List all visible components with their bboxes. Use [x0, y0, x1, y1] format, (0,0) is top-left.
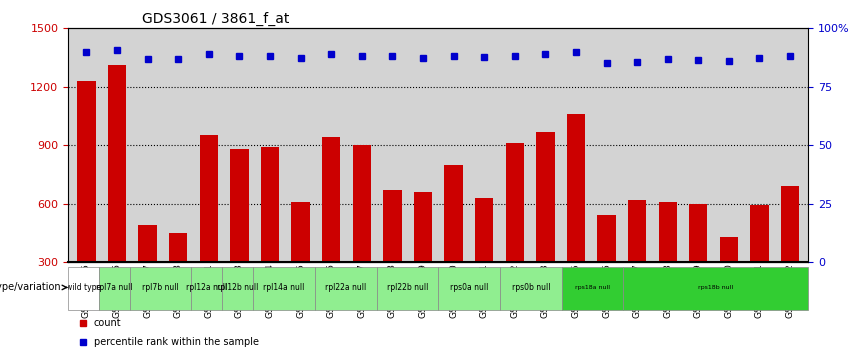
- FancyBboxPatch shape: [438, 267, 500, 310]
- FancyBboxPatch shape: [623, 267, 808, 310]
- FancyBboxPatch shape: [376, 267, 438, 310]
- Bar: [200, 135, 218, 320]
- Text: rpl14a null: rpl14a null: [263, 283, 305, 292]
- Bar: [383, 190, 402, 320]
- Text: rps18b null: rps18b null: [699, 285, 734, 290]
- Bar: [505, 143, 524, 320]
- Bar: [231, 149, 248, 320]
- FancyBboxPatch shape: [562, 267, 623, 310]
- Text: rpl22b null: rpl22b null: [386, 283, 428, 292]
- Bar: [597, 215, 616, 320]
- Text: count: count: [94, 318, 122, 328]
- Bar: [751, 205, 768, 320]
- Text: rps0a null: rps0a null: [450, 283, 488, 292]
- Text: wild type: wild type: [66, 283, 101, 292]
- FancyBboxPatch shape: [253, 267, 315, 310]
- Bar: [322, 137, 340, 320]
- Bar: [260, 147, 279, 320]
- Bar: [781, 186, 799, 320]
- Text: rpl7b null: rpl7b null: [142, 283, 179, 292]
- Bar: [720, 236, 738, 320]
- Bar: [475, 198, 494, 320]
- FancyBboxPatch shape: [222, 267, 253, 310]
- Text: rps18a null: rps18a null: [575, 285, 610, 290]
- Text: GDS3061 / 3861_f_at: GDS3061 / 3861_f_at: [142, 12, 289, 26]
- Text: rps0b null: rps0b null: [511, 283, 550, 292]
- Bar: [139, 225, 157, 320]
- Bar: [77, 81, 95, 320]
- Bar: [567, 114, 585, 320]
- Text: rpl12a null: rpl12a null: [186, 283, 227, 292]
- Bar: [414, 192, 432, 320]
- FancyBboxPatch shape: [99, 267, 129, 310]
- Bar: [659, 201, 677, 320]
- FancyBboxPatch shape: [500, 267, 562, 310]
- Text: rpl7a null: rpl7a null: [96, 283, 133, 292]
- Bar: [291, 201, 310, 320]
- Text: percentile rank within the sample: percentile rank within the sample: [94, 337, 259, 347]
- Bar: [108, 65, 126, 320]
- Bar: [689, 204, 707, 320]
- Bar: [444, 165, 463, 320]
- FancyBboxPatch shape: [68, 267, 99, 310]
- Bar: [536, 131, 555, 320]
- Bar: [352, 145, 371, 320]
- Text: rpl12b null: rpl12b null: [217, 283, 259, 292]
- FancyBboxPatch shape: [191, 267, 222, 310]
- Text: genotype/variation: genotype/variation: [0, 282, 66, 292]
- FancyBboxPatch shape: [129, 267, 191, 310]
- Bar: [628, 200, 646, 320]
- Text: rpl22a null: rpl22a null: [325, 283, 366, 292]
- FancyBboxPatch shape: [315, 267, 376, 310]
- Bar: [169, 233, 187, 320]
